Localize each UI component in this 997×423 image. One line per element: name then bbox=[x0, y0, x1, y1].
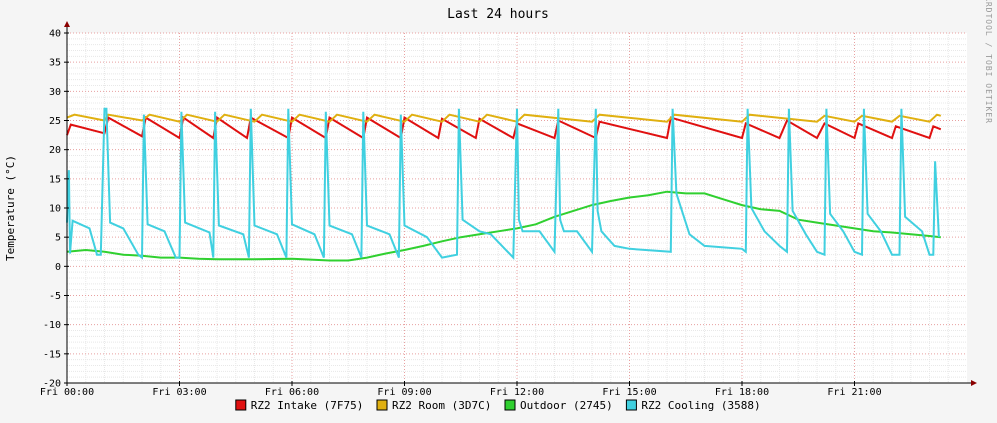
y-tick-label: -15 bbox=[43, 349, 61, 360]
series-line-3 bbox=[66, 107, 940, 261]
y-tick-label: -10 bbox=[43, 320, 61, 331]
y-tick-label: -20 bbox=[43, 379, 61, 390]
legend-swatch-2 bbox=[504, 399, 516, 411]
y-tick-label: 20 bbox=[49, 145, 61, 156]
y-axis-label: Temperature (°C) bbox=[4, 155, 17, 261]
x-tick-label: Fri 15:00 bbox=[602, 387, 656, 398]
x-tick-label: Fri 06:00 bbox=[265, 387, 319, 398]
y-tick-label: 0 bbox=[55, 262, 61, 273]
y-tick-label: -5 bbox=[49, 291, 61, 302]
legend-swatch-0 bbox=[235, 399, 247, 411]
y-tick-label: 10 bbox=[49, 204, 61, 215]
legend-label-1: RZ2 Room (3D7C) bbox=[392, 399, 491, 412]
x-tick-label: Fri 18:00 bbox=[715, 387, 769, 398]
legend-swatch-3 bbox=[625, 399, 637, 411]
series-line-0 bbox=[66, 115, 942, 140]
y-tick-label: 5 bbox=[55, 233, 61, 244]
series-line-2 bbox=[66, 190, 941, 262]
x-tick-label: Fri 00:00 bbox=[40, 387, 94, 398]
watermark: RRDTOOL / TOBI OETIKER bbox=[984, 0, 993, 124]
y-axis-arrow bbox=[64, 21, 70, 27]
legend-label-2: Outdoor (2745) bbox=[520, 399, 613, 412]
axes bbox=[64, 21, 977, 386]
grid bbox=[66, 32, 967, 384]
legend-label-0: RZ2 Intake (7F75) bbox=[251, 399, 364, 412]
x-tick-label: Fri 21:00 bbox=[827, 387, 881, 398]
y-tick-label: 35 bbox=[49, 58, 61, 69]
series-line-1 bbox=[66, 113, 942, 123]
legend-swatch-1 bbox=[376, 399, 388, 411]
x-tick-label: Fri 09:00 bbox=[377, 387, 431, 398]
x-tick-label: Fri 03:00 bbox=[152, 387, 206, 398]
legend-label-3: RZ2 Cooling (3588) bbox=[641, 399, 760, 412]
y-tick-label: 30 bbox=[49, 87, 61, 98]
chart-title: Last 24 hours bbox=[447, 7, 549, 22]
y-tick-label: 15 bbox=[49, 174, 61, 185]
y-tick-label: 25 bbox=[49, 116, 61, 127]
series-lines bbox=[66, 107, 942, 262]
x-axis-arrow bbox=[971, 380, 977, 386]
legend: RZ2 Intake (7F75) RZ2 Room (3D7C) Outdoor … bbox=[235, 399, 761, 412]
x-tick-label: Fri 12:00 bbox=[490, 387, 544, 398]
y-tick-label: 40 bbox=[49, 29, 61, 40]
